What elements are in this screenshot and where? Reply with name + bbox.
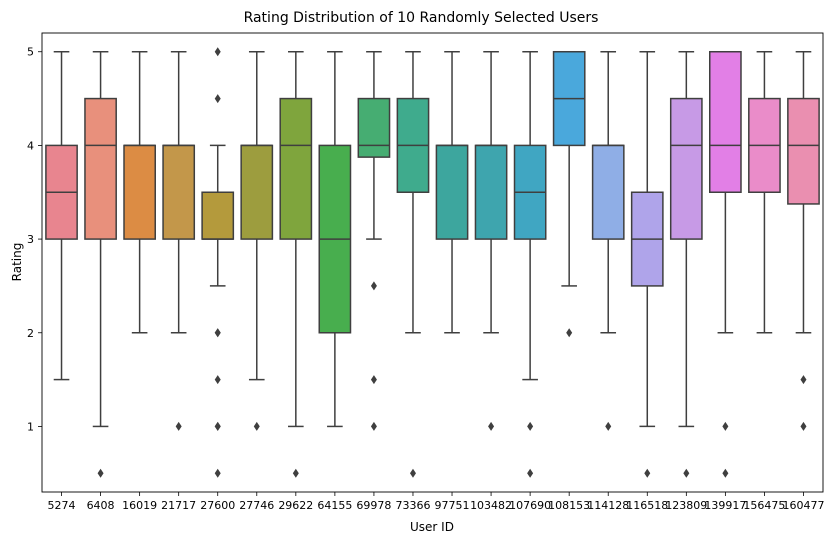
outlier-point: [722, 421, 729, 431]
box-103482: [474, 50, 508, 431]
x-tick-label: 27746: [239, 499, 274, 512]
iqr-box: [279, 97, 313, 240]
outlier-point: [253, 421, 260, 431]
iqr-box: [474, 144, 508, 240]
box-107690: [513, 50, 547, 478]
box-69978: [357, 50, 391, 431]
iqr-box: [591, 144, 625, 240]
x-tick-label: 116518: [626, 499, 668, 512]
x-axis: 5274 6408 16019 21717 27600 27746 29622 64155 69…: [48, 492, 824, 512]
box-73366: [396, 50, 430, 478]
outlier-point: [214, 421, 221, 431]
box-108153: [552, 50, 586, 338]
x-tick-label: 29622: [278, 499, 313, 512]
x-tick-label: 97751: [435, 499, 470, 512]
plot-area: [45, 47, 820, 478]
box-116518: [630, 50, 664, 478]
outlier-point: [722, 468, 729, 478]
box-160477: [787, 50, 820, 431]
outlier-point: [644, 468, 651, 478]
x-tick-label: 160477: [782, 499, 824, 512]
outlier-point: [214, 47, 221, 57]
iqr-box: [357, 97, 391, 158]
box-6408: [84, 50, 117, 478]
box-29622: [279, 50, 313, 478]
box-21717: [162, 50, 196, 431]
outlier-point: [292, 468, 299, 478]
iqr-box: [709, 50, 742, 193]
y-tick-label: 3: [27, 233, 34, 246]
iqr-box: [123, 144, 156, 240]
outlier-point: [800, 421, 807, 431]
x-tick-label: 156475: [743, 499, 785, 512]
x-tick-label: 107690: [509, 499, 551, 512]
y-axis-label: Rating: [10, 243, 24, 282]
iqr-box: [240, 144, 274, 240]
outlier-point: [370, 421, 377, 431]
y-tick-label: 4: [27, 139, 34, 152]
outlier-point: [214, 94, 221, 104]
y-axis: 1 2 3 4 5: [27, 46, 42, 433]
x-tick-label: 108153: [548, 499, 590, 512]
iqr-box: [162, 144, 196, 240]
box-97751: [435, 50, 469, 334]
outlier-point: [370, 281, 377, 291]
box-16019: [123, 50, 156, 334]
x-axis-label: User ID: [410, 520, 454, 534]
y-tick-label: 2: [27, 327, 34, 340]
outlier-point: [175, 421, 182, 431]
plot-frame: [41, 32, 824, 493]
y-tick-label: 5: [27, 46, 34, 59]
outlier-point: [800, 375, 807, 385]
outlier-point: [214, 468, 221, 478]
x-tick-label: 103482: [470, 499, 512, 512]
outlier-point: [488, 421, 495, 431]
iqr-box: [201, 191, 235, 240]
outlier-point: [527, 468, 534, 478]
outlier-point: [409, 468, 416, 478]
outlier-point: [214, 375, 221, 385]
y-tick-label: 1: [27, 420, 34, 433]
box-114128: [591, 50, 625, 431]
x-tick-label: 6408: [87, 499, 115, 512]
x-tick-label: 123809: [665, 499, 707, 512]
x-tick-label: 69978: [356, 499, 391, 512]
x-tick-label: 64155: [317, 499, 352, 512]
x-tick-label: 16019: [122, 499, 157, 512]
x-tick-label: 114128: [587, 499, 629, 512]
box-156475: [748, 50, 781, 334]
outlier-point: [370, 375, 377, 385]
box-5274: [45, 50, 78, 381]
x-tick-label: 21717: [161, 499, 196, 512]
box-27746: [240, 50, 274, 431]
x-tick-label: 5274: [48, 499, 76, 512]
chart-title: Rating Distribution of 10 Randomly Selec…: [244, 10, 599, 26]
x-tick-label: 73366: [395, 499, 430, 512]
outlier-point: [683, 468, 690, 478]
box-27600: [201, 47, 235, 478]
iqr-box: [435, 144, 469, 240]
box-64155: [318, 50, 352, 428]
outlier-point: [605, 421, 612, 431]
box-139917: [709, 50, 742, 478]
iqr-box: [787, 97, 820, 205]
outlier-point: [566, 328, 573, 338]
x-tick-label: 27600: [200, 499, 235, 512]
outlier-point: [97, 468, 104, 478]
box-123809: [669, 50, 703, 478]
outlier-point: [527, 421, 534, 431]
iqr-box: [669, 97, 703, 240]
x-tick-label: 139917: [704, 499, 746, 512]
iqr-box: [84, 97, 117, 240]
outlier-point: [214, 328, 221, 338]
